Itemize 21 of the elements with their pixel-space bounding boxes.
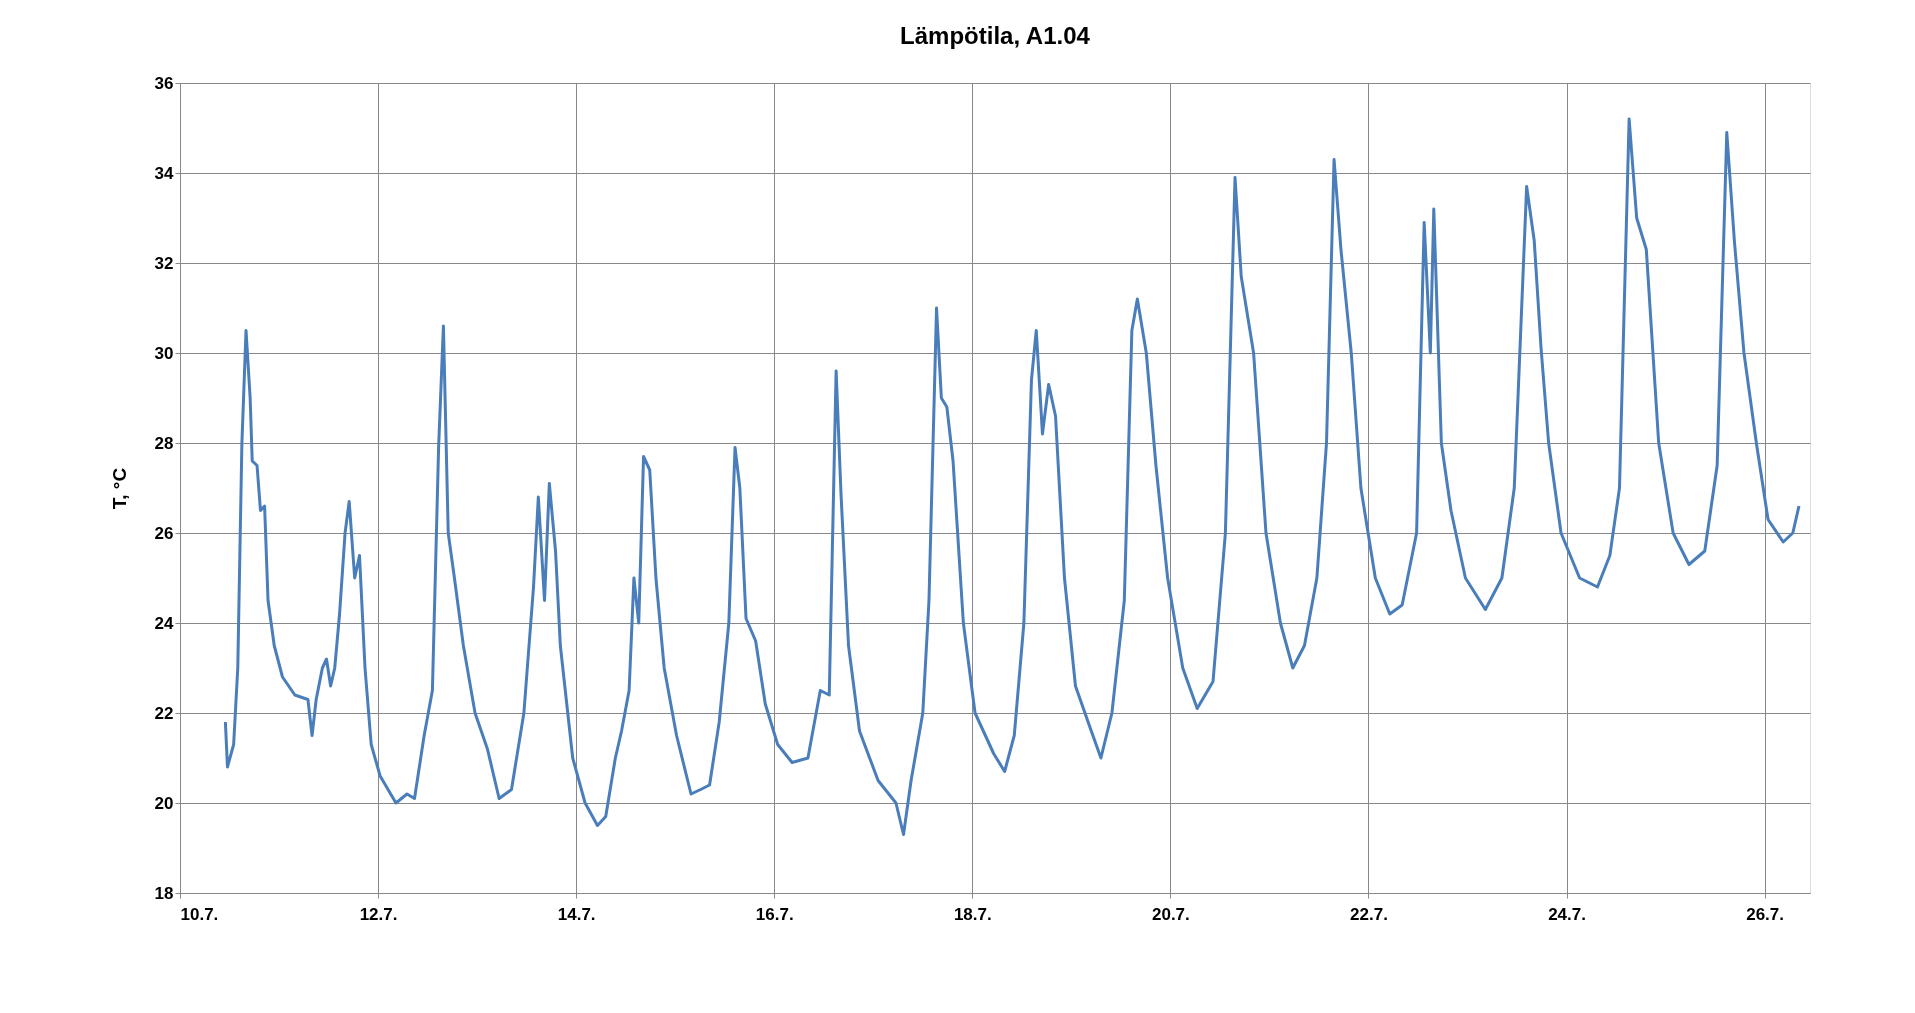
y-axis-title: T, °C xyxy=(108,467,130,510)
y-tick-label: 34 xyxy=(154,163,175,183)
x-tick-label: 10.7. xyxy=(180,904,219,924)
chart-title: Lämpötila, A1.04 xyxy=(900,22,1091,49)
x-tick-label: 16.7. xyxy=(755,904,794,924)
y-tick-label: 30 xyxy=(154,343,174,363)
x-tick-label: 12.7. xyxy=(359,904,398,924)
x-tick-label: 14.7. xyxy=(557,904,596,924)
y-tick-label: 36 xyxy=(154,73,174,93)
x-tick-label: 20.7. xyxy=(1151,904,1190,924)
y-tick-label: 22 xyxy=(154,703,174,723)
x-tick-label: 18.7. xyxy=(953,904,992,924)
y-tick-label: 28 xyxy=(154,433,174,453)
y-tick-label: 26 xyxy=(154,523,174,543)
x-tick-label: 26.7. xyxy=(1746,904,1785,924)
y-tick-label: 18 xyxy=(154,883,174,903)
x-tick-label: 24.7. xyxy=(1548,904,1586,924)
x-tick-label: 22.7. xyxy=(1350,904,1388,924)
y-tick-label: 24 xyxy=(154,613,175,633)
y-tick-label: 32 xyxy=(154,253,174,273)
y-tick-label: 20 xyxy=(154,793,174,813)
